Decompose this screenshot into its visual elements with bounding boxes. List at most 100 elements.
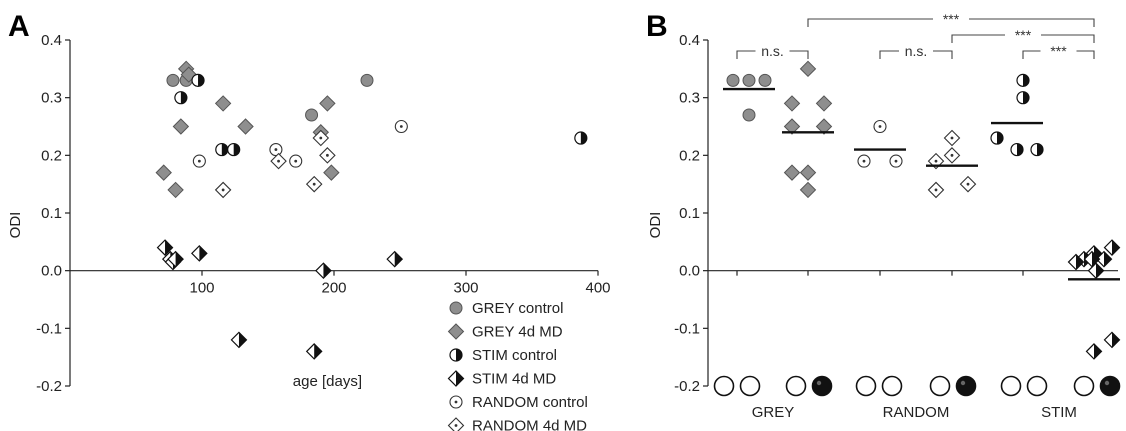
panel-a-chart: -0.2 -0.1 0.0 0.1 0.2 0.3 0.4 100 200 300 400 [36, 32, 610, 395]
marker-shape [783, 118, 801, 135]
panel-b-point [1103, 239, 1121, 256]
marker-dot [399, 125, 403, 128]
panel-b-y-tick-label: 0.0 [679, 263, 700, 280]
legend-marker [447, 417, 465, 431]
bracket-label-bg [1040, 42, 1077, 60]
marker-shape [449, 301, 463, 315]
panel-b-category-label: GREY [752, 404, 795, 421]
marker-fill [1094, 343, 1102, 359]
marker-shape [783, 164, 801, 181]
panel-a-point [167, 250, 184, 268]
panel-a-y-axis-label: ODI [7, 212, 24, 239]
marker-shape [323, 164, 340, 181]
legend-label: GREY control [472, 300, 563, 317]
panel-a-point [305, 343, 323, 360]
panel-b-letter: B [646, 10, 668, 43]
marker-dot [862, 159, 866, 163]
panel-a-y-tick-label: 0.4 [41, 32, 62, 49]
marker-dot [966, 182, 970, 186]
marker-dot [221, 188, 225, 192]
marker-fill [199, 245, 207, 261]
panel-a-point [172, 118, 190, 135]
panel-b-point [943, 147, 961, 164]
marker-dot [894, 159, 898, 163]
marker-shape [167, 181, 184, 199]
panel-a-point [166, 73, 180, 87]
panel-b-point [783, 95, 801, 112]
panel-a-point [191, 73, 205, 87]
marker-dot [277, 159, 280, 163]
panel-a-y-tick-label: -0.1 [36, 320, 62, 337]
panel-b-y-tick-label: 0.4 [679, 32, 700, 49]
panel-b-point [959, 175, 977, 193]
marker-fill [314, 343, 322, 359]
marker-shape [155, 164, 172, 181]
legend-label: STIM 4d MD [472, 371, 556, 388]
marker-fill [456, 349, 462, 361]
marker-dot [950, 136, 954, 140]
marker-shape [360, 73, 374, 87]
panel-a-point [574, 131, 588, 145]
marker-fill [997, 132, 1003, 145]
significance-bracket: *** [807, 10, 1095, 28]
legend: GREY control GREY 4d MD STIM control STIM 4… [447, 300, 588, 431]
panel-a-point [156, 239, 174, 256]
legend-label: RANDOM 4d MD [472, 418, 587, 431]
eye-highlight [816, 380, 822, 386]
marker-shape [237, 118, 254, 135]
panel-a-point [386, 250, 404, 268]
panel-b-point [1016, 91, 1030, 105]
legend-marker [447, 323, 465, 340]
panel-b-chart: -0.2 -0.1 0.0 0.1 0.2 0.3 0.4 n.s. n.s. *** *** ***… [674, 10, 1121, 421]
panel-a-point [270, 152, 287, 170]
marker-shape [319, 95, 336, 112]
panel-a-point [215, 142, 229, 157]
significance-bracket: *** [1022, 42, 1095, 60]
eye-highlight [960, 380, 966, 386]
panel-b-point [990, 131, 1004, 145]
panel-b-point [1016, 73, 1030, 87]
panel-b-point [742, 108, 756, 122]
bracket-label: *** [1015, 27, 1032, 43]
panel-b-point [799, 181, 817, 199]
eye-closed-icon [1099, 375, 1121, 397]
panel-a-y-tick-label: 0.3 [41, 90, 62, 107]
eye-open-icon [881, 375, 903, 397]
marker-fill [233, 143, 240, 156]
bracket-label: n.s. [905, 43, 928, 59]
panel-b-point [943, 129, 961, 147]
panel-a-letter: A [8, 10, 30, 43]
marker-shape [815, 95, 833, 112]
significance-bracket: n.s. [879, 42, 953, 60]
panel-a-point [167, 181, 184, 199]
marker-fill [175, 251, 184, 267]
marker-fill [323, 263, 331, 279]
eye-highlight [1104, 380, 1110, 386]
marker-dot [312, 182, 316, 186]
marker-fill [1037, 143, 1043, 156]
marker-dot [454, 424, 458, 427]
legend-label: STIM control [472, 347, 557, 364]
eye-open-icon [713, 375, 735, 397]
marker-dot [878, 125, 882, 128]
panel-b-category-label: STIM [1041, 404, 1077, 421]
marker-fill [1096, 263, 1104, 279]
eye-open-icon [855, 375, 877, 397]
panel-a-y-tick-label: 0.1 [41, 205, 62, 222]
panel-a-point [269, 143, 283, 157]
marker-fill [1023, 91, 1029, 104]
panel-b-y-tick-label: 0.1 [679, 205, 700, 222]
panel-a-point [192, 154, 206, 168]
panel-a-point [214, 95, 232, 112]
eye-open-icon [1000, 375, 1022, 397]
panel-a-point [394, 119, 408, 134]
marker-shape [799, 60, 817, 78]
panel-b-y-tick-label: 0.2 [679, 147, 700, 164]
bracket-label: *** [943, 11, 960, 27]
marker-shape [742, 73, 756, 87]
marker-dot [934, 188, 938, 192]
panel-b-point [1030, 142, 1044, 157]
panel-a-point [155, 164, 172, 181]
panel-b-y-tick-label: -0.2 [674, 378, 700, 395]
